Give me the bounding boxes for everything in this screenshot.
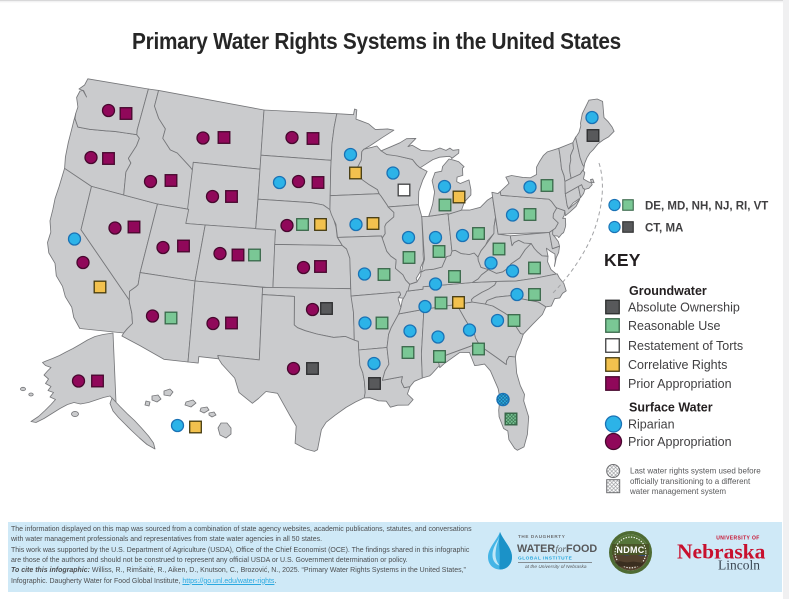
svg-text:DE, MD, NH, NJ, RI, VT: DE, MD, NH, NJ, RI, VT [645,201,768,213]
svg-text:Surface Water: Surface Water [629,401,713,415]
svg-text:Absolute Ownership: Absolute Ownership [628,301,740,315]
svg-text:at the University of Nebraska: at the University of Nebraska [525,564,587,570]
svg-text:Nebraska: Nebraska [677,540,766,564]
svg-text:Riparian: Riparian [628,418,675,432]
svg-text:Correlative Rights: Correlative Rights [628,358,727,372]
svg-text:WATER: WATER [517,543,555,555]
svg-text:KEY: KEY [604,250,641,270]
svg-text:GLOBAL INSTITUTE: GLOBAL INSTITUTE [518,556,573,562]
svg-text:Last water rights system used: Last water rights system used before [630,467,761,476]
svg-text:officially transitioning to a: officially transitioning to a different [630,477,751,486]
svg-text:NDMC: NDMC [616,545,644,555]
svg-text:Prior Appropriation: Prior Appropriation [628,377,732,391]
svg-text:Lincoln: Lincoln [718,558,760,573]
svg-text:Prior Appropriation: Prior Appropriation [628,435,732,449]
svg-text:Reasonable Use: Reasonable Use [628,319,720,333]
svg-text:Groundwater: Groundwater [629,284,707,298]
svg-text:FOOD: FOOD [566,543,597,555]
svg-text:UNIVERSITY OF: UNIVERSITY OF [716,536,759,542]
svg-text:for: for [556,544,567,554]
svg-text:water management system: water management system [629,487,726,496]
svg-text:THE DAUGHERTY: THE DAUGHERTY [518,534,565,539]
svg-text:CT, MA: CT, MA [645,223,683,235]
svg-text:Restatement of Torts: Restatement of Torts [628,339,743,353]
